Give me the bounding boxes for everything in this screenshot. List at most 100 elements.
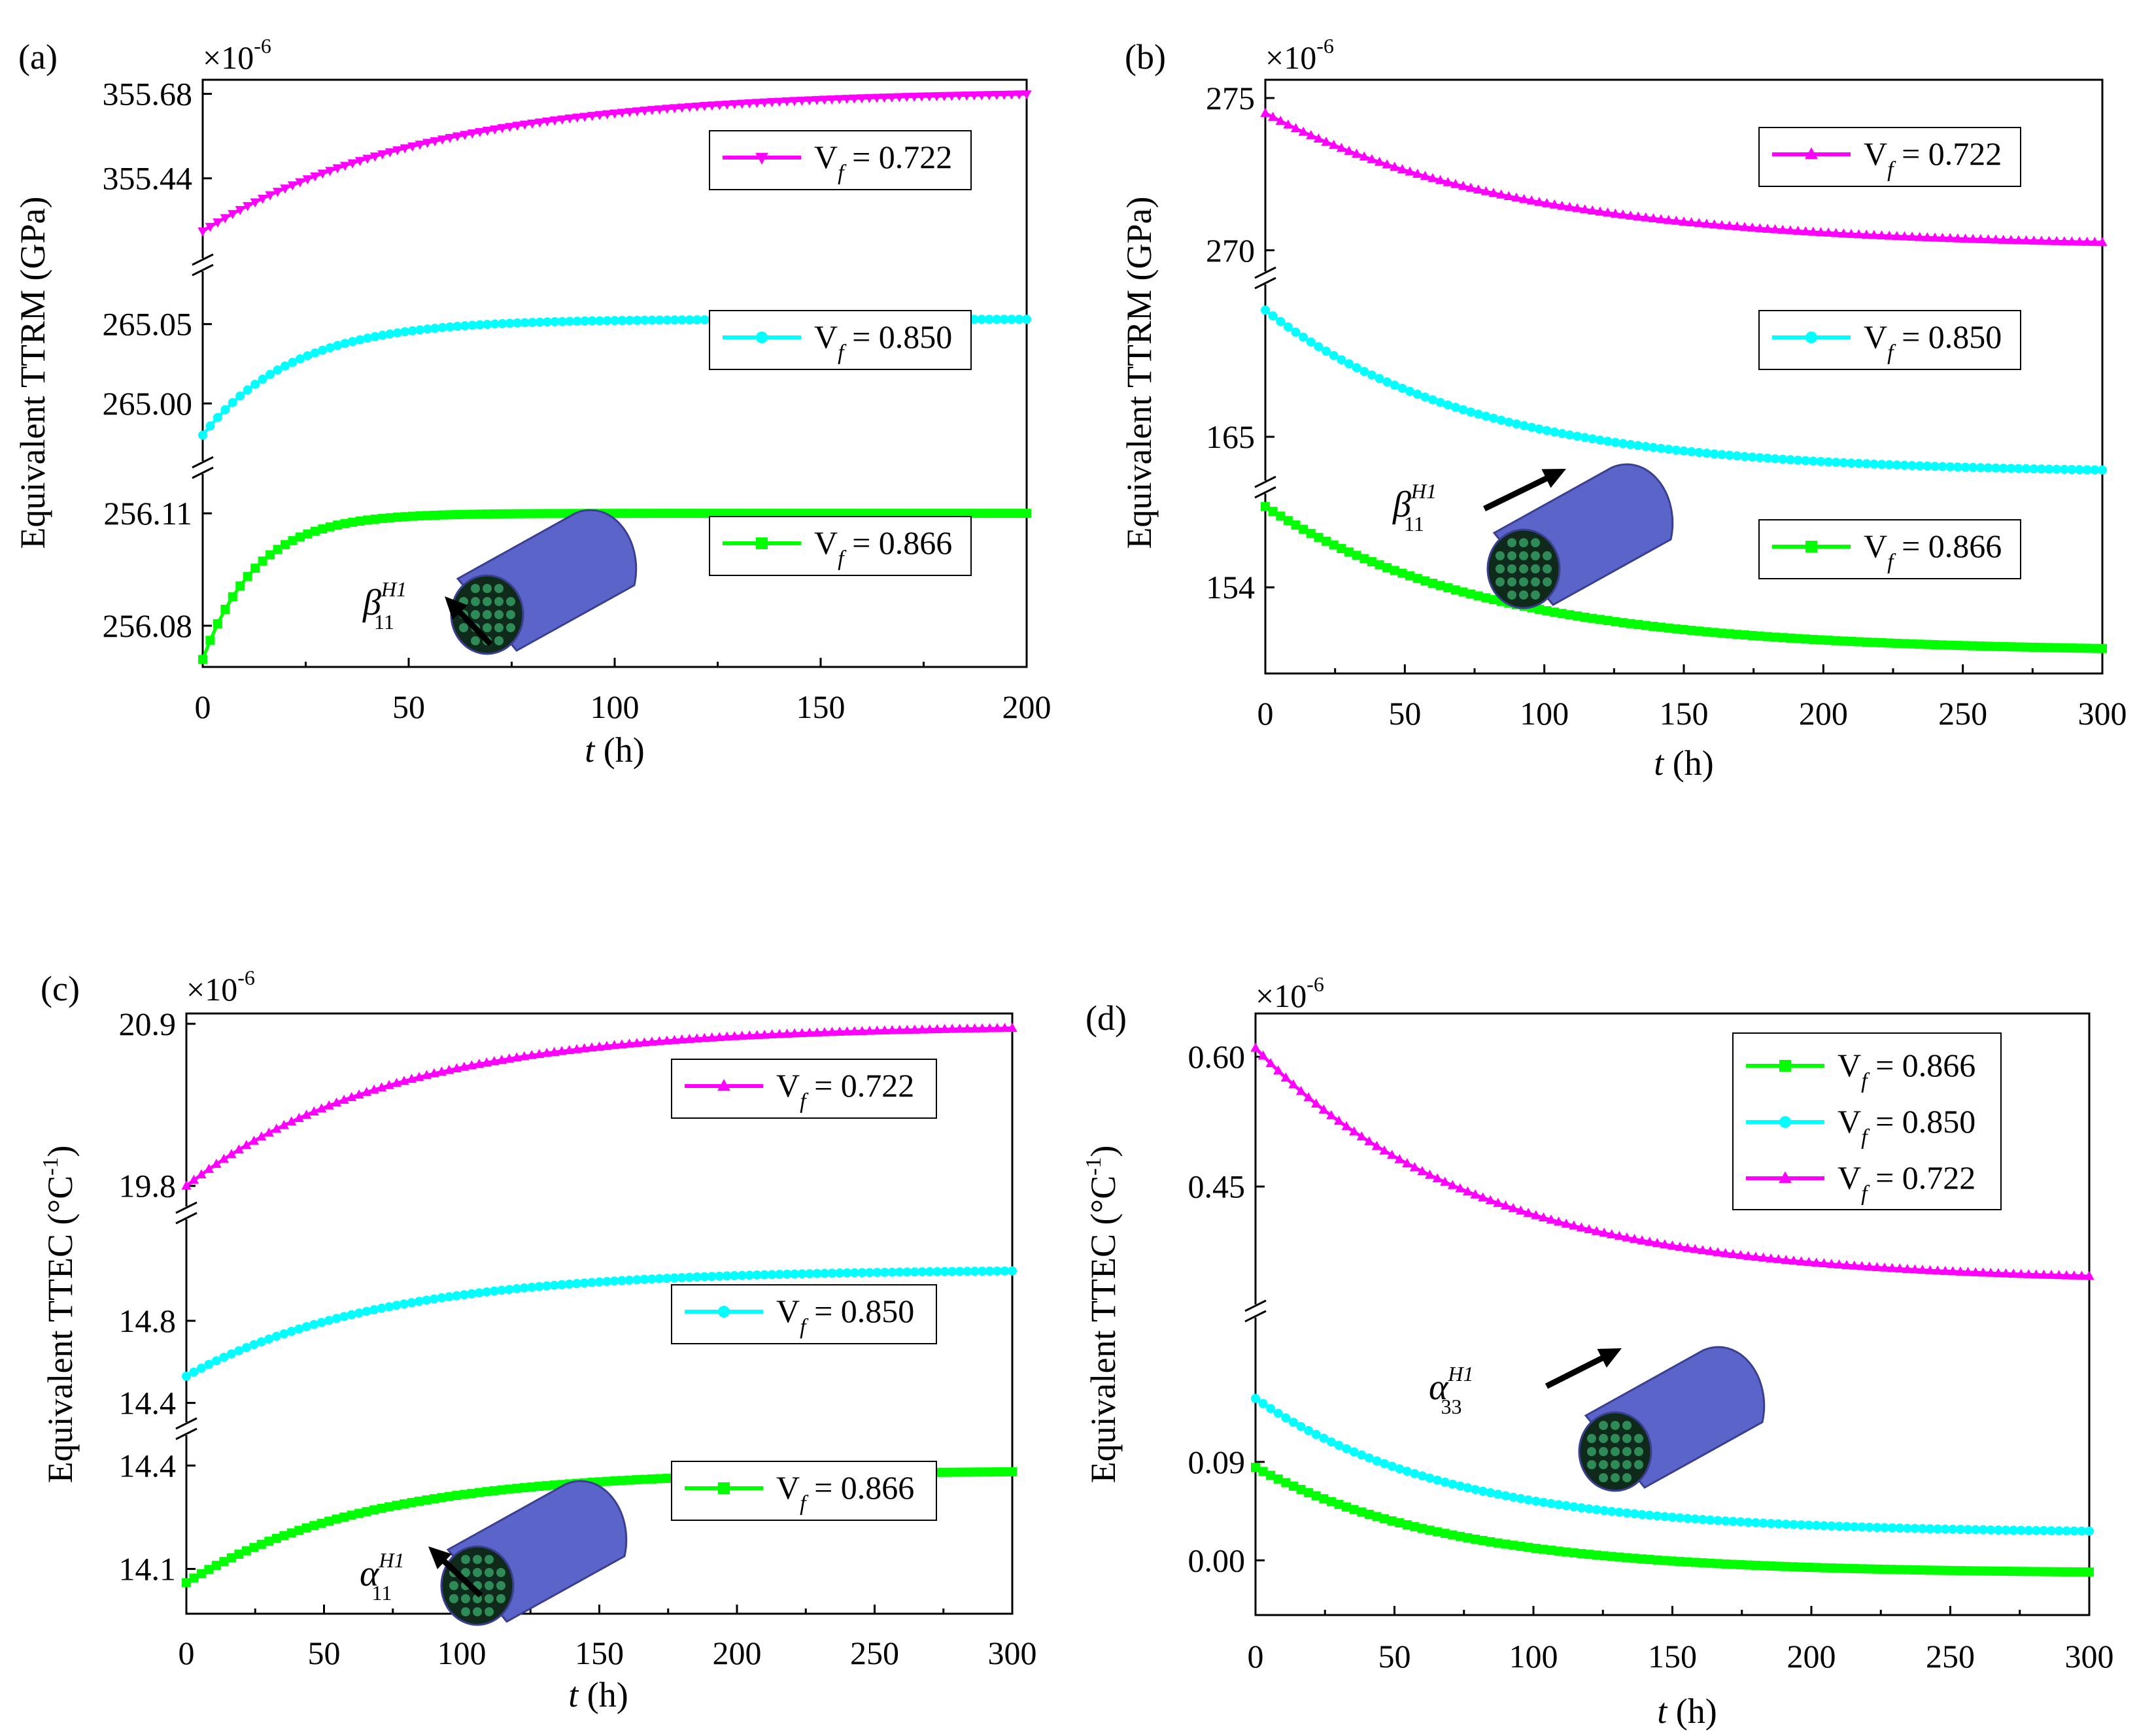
data-point <box>925 1267 934 1276</box>
data-point <box>1735 1517 1745 1527</box>
legend-marker <box>1779 1060 1791 1072</box>
data-point <box>1412 573 1422 583</box>
data-point <box>430 511 440 520</box>
data-point <box>504 1285 514 1295</box>
data-point <box>1549 199 1560 209</box>
data-point <box>436 1066 447 1076</box>
data-point <box>250 564 260 573</box>
data-point <box>527 1282 537 1292</box>
data-point <box>909 92 919 102</box>
data-point <box>2039 1525 2049 1535</box>
data-point <box>1291 328 1301 337</box>
data-point <box>1902 1565 1912 1574</box>
data-point <box>310 348 320 358</box>
data-point <box>940 1467 949 1477</box>
data-point <box>422 1295 432 1305</box>
data-point <box>228 592 237 602</box>
data-point <box>302 175 313 185</box>
data-point <box>1485 1195 1496 1204</box>
data-point <box>1322 536 1331 546</box>
y-axis-label: Equivalent TTEC (°C-1) <box>1082 1146 1123 1484</box>
data-point <box>264 1127 274 1137</box>
data-point <box>1021 90 1032 100</box>
property-symbol: αH1 33 <box>1429 1362 1474 1418</box>
data-point <box>1900 460 1909 470</box>
data-point <box>864 1268 874 1278</box>
data-point <box>2090 643 2100 653</box>
data-point <box>474 1059 485 1068</box>
data-point <box>1405 386 1415 396</box>
data-point <box>1856 1261 1867 1270</box>
multiplier-label: ×10-6 <box>186 966 255 1008</box>
data-point <box>1740 630 1750 640</box>
data-point <box>677 509 687 519</box>
data-point <box>1732 451 1742 461</box>
fiber-dot <box>1531 551 1540 560</box>
data-point <box>1359 367 1369 377</box>
data-point <box>1281 1478 1291 1488</box>
data-point <box>587 112 598 122</box>
data-point <box>310 526 320 536</box>
data-point <box>594 111 605 120</box>
data-point <box>1645 1555 1654 1565</box>
data-point <box>2074 236 2085 246</box>
data-point <box>715 1271 725 1281</box>
data-point <box>280 184 290 194</box>
legend-label: Vf = 0.866 <box>1838 1047 1975 1093</box>
x-tick-label: 150 <box>796 689 846 725</box>
fiber-dot <box>1622 1460 1632 1469</box>
data-point <box>2009 1525 2019 1535</box>
data-point <box>1804 1520 1814 1530</box>
data-point <box>1409 1162 1420 1172</box>
data-point <box>617 1276 626 1285</box>
data-point <box>1777 224 1788 234</box>
data-point <box>303 529 313 539</box>
data-point <box>2067 643 2077 653</box>
data-point <box>1758 1252 1769 1262</box>
data-point <box>1281 1413 1291 1423</box>
data-point <box>1960 233 1971 243</box>
fiber-dot <box>1587 1460 1596 1469</box>
data-point <box>2062 1567 2072 1576</box>
data-point <box>468 509 477 519</box>
data-point <box>1257 1050 1269 1060</box>
data-point <box>1380 1459 1390 1469</box>
data-point <box>1486 1537 1496 1546</box>
panel-2: 0 50 100 150 200 250 300 t (h) Equivalent TTEC (… <box>39 966 1037 1714</box>
data-point <box>339 1095 349 1104</box>
data-point <box>2077 1567 2087 1577</box>
data-point <box>1418 1523 1427 1533</box>
data-point <box>984 91 995 101</box>
y-tick-label: 14.4 <box>119 1447 177 1484</box>
data-point <box>505 318 515 328</box>
data-point <box>228 398 237 407</box>
data-point <box>767 509 777 519</box>
data-point <box>1321 136 1331 146</box>
data-point <box>1675 1513 1685 1523</box>
data-point <box>1394 1153 1405 1163</box>
data-point <box>301 1109 312 1119</box>
data-point <box>902 93 912 103</box>
data-point <box>766 1029 778 1039</box>
data-point <box>1645 1236 1655 1246</box>
axis-break-mark <box>1254 277 1276 290</box>
data-point <box>1652 1555 1662 1565</box>
legend-box <box>671 1461 937 1521</box>
y-tick-label: 0.00 <box>1188 1542 1246 1578</box>
data-point <box>182 1578 191 1588</box>
data-point <box>1664 214 1674 224</box>
data-point <box>1902 1263 1913 1273</box>
data-point <box>1819 1563 1829 1573</box>
y-tick-label: 14.4 <box>119 1385 177 1421</box>
data-point <box>1690 1244 1700 1253</box>
data-point <box>265 369 275 379</box>
data-point <box>197 227 208 237</box>
y-tick-label: 20.9 <box>119 1006 177 1042</box>
data-point <box>1313 133 1324 143</box>
data-point <box>1322 347 1331 356</box>
data-point <box>1975 233 1986 243</box>
data-point <box>407 1497 417 1507</box>
data-point <box>1296 1421 1306 1431</box>
data-point <box>1424 1169 1435 1179</box>
data-point <box>196 1169 207 1179</box>
